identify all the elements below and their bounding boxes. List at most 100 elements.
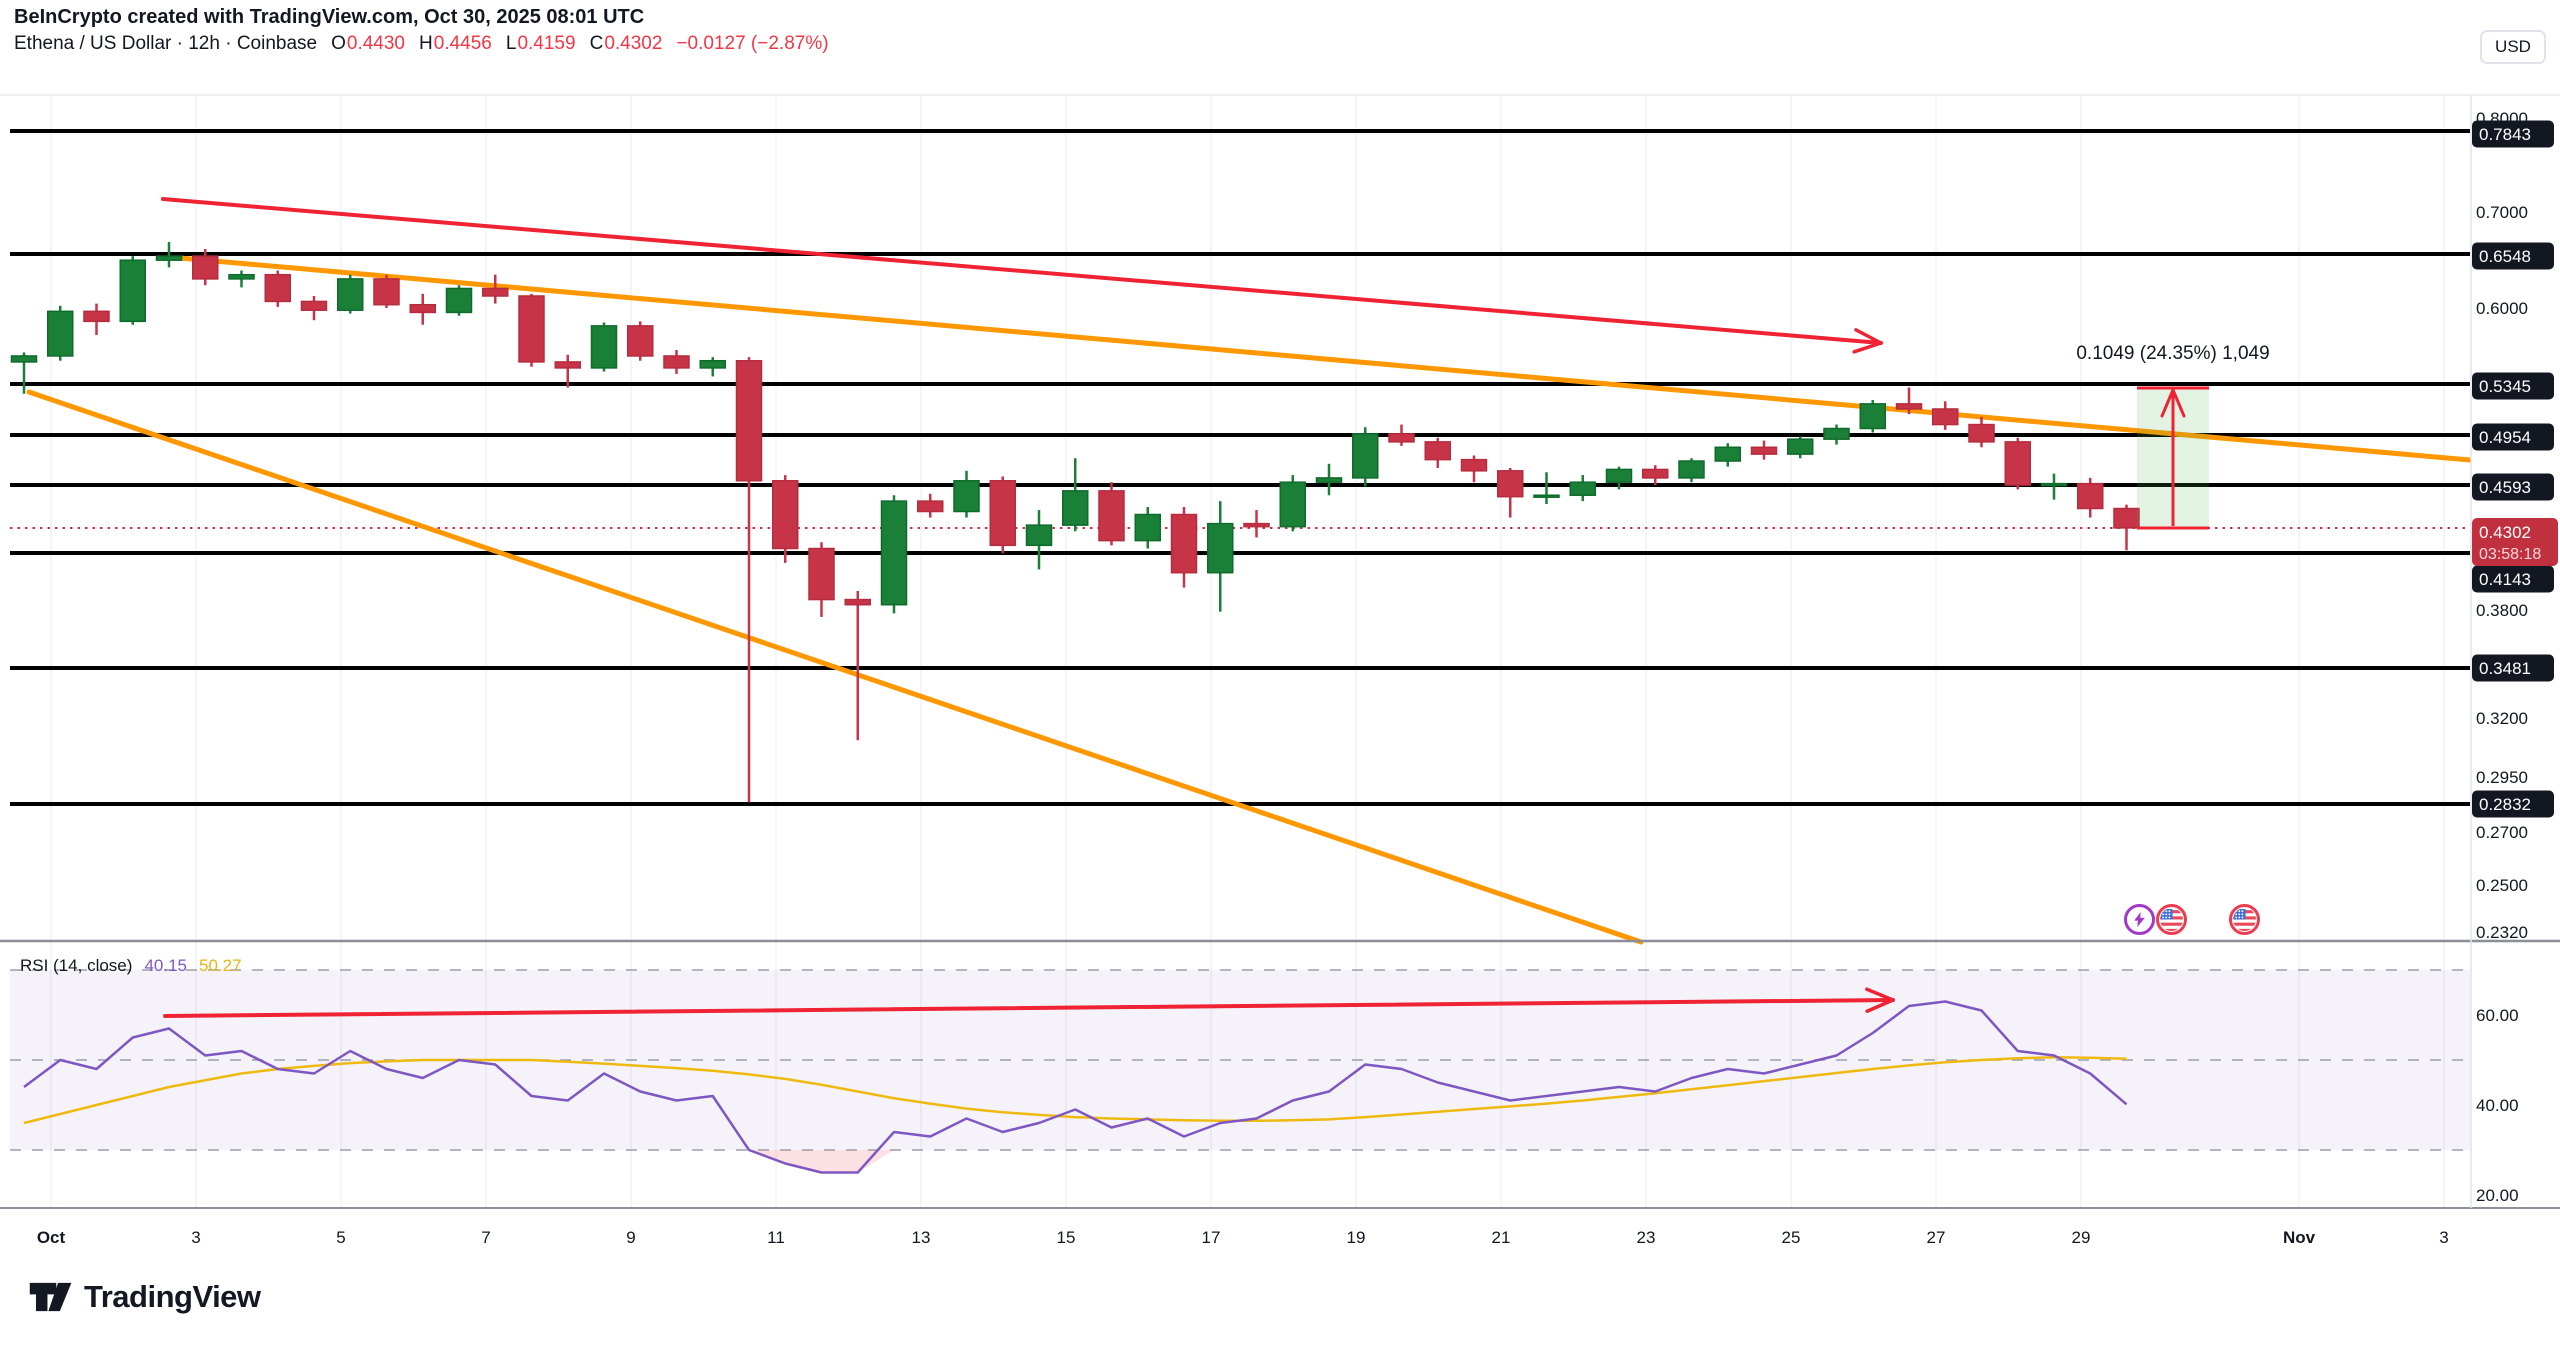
candle-body: [554, 361, 581, 369]
candle-body: [1497, 470, 1524, 498]
price-level-badge: [2472, 242, 2554, 270]
candle-body: [1714, 446, 1741, 462]
candle-body: [1315, 477, 1343, 483]
candle-body: [989, 480, 1016, 547]
time-axis-label-Oct[interactable]: Oct: [37, 1228, 66, 1247]
event-marker-lightning-icon[interactable]: [2124, 904, 2155, 935]
price-level-badge-text: 0.3481: [2479, 659, 2531, 678]
time-axis-label-13[interactable]: 13: [912, 1228, 931, 1247]
candle-body: [300, 300, 328, 311]
candle-body: [373, 278, 400, 306]
time-axis-label-27[interactable]: 27: [1927, 1228, 1946, 1247]
time-axis-label-7[interactable]: 7: [481, 1228, 490, 1247]
time-axis-label-23[interactable]: 23: [1637, 1228, 1656, 1247]
candle-body: [1968, 423, 1995, 443]
event-marker-us-flag-icon[interactable]: [2229, 904, 2260, 935]
candle-body: [1605, 468, 1633, 483]
price-level-badge: [2472, 423, 2554, 451]
candle-body: [1062, 490, 1089, 526]
time-axis-label-15[interactable]: 15: [1057, 1228, 1076, 1247]
price-level-badge: [2472, 372, 2554, 400]
orange-lower-trendline[interactable]: [26, 389, 1644, 945]
us-flag-icon: [2160, 908, 2183, 931]
time-axis-label-19[interactable]: 19: [1347, 1228, 1366, 1247]
price-axis-label-0.2700: 0.2700: [2476, 823, 2528, 842]
price-axis-label-0.2320: 0.2320: [2476, 923, 2528, 942]
time-axis-label-9[interactable]: 9: [626, 1228, 635, 1247]
candle-body: [1424, 441, 1451, 461]
candle-body: [228, 273, 255, 280]
measure-annotation-label: 0.1049 (24.35%) 1,049: [2076, 343, 2270, 364]
arrowhead: [1852, 328, 1883, 354]
rsi-legend-title[interactable]: RSI (14, close): [20, 956, 133, 975]
symbol-title[interactable]: Ethena / US Dollar · 12h · Coinbase: [14, 33, 318, 54]
price-level-badge-text: 0.4143: [2479, 570, 2531, 589]
ohlc-close: C 0.4302: [589, 33, 663, 54]
rsi-line: [23, 1000, 2128, 1174]
price-level-badge-text: 0.4954: [2479, 428, 2531, 447]
time-axis-label-Nov[interactable]: Nov: [2283, 1228, 2316, 1247]
tradingview-logo-icon: [29, 1282, 72, 1312]
orange-upper-trendline[interactable]: [177, 255, 2473, 463]
time-axis-label-25[interactable]: 25: [1782, 1228, 1801, 1247]
price-axis-background[interactable]: [2471, 95, 2560, 1208]
candle-body: [1823, 427, 1850, 440]
candle-body: [337, 278, 364, 311]
candle-body: [518, 295, 545, 363]
event-marker-us-flag-icon[interactable]: [2156, 904, 2187, 935]
rsi-ascending-arrow[interactable]: [163, 998, 1895, 1018]
time-axis-label-29[interactable]: 29: [2072, 1228, 2091, 1247]
time-axis-label-5[interactable]: 5: [336, 1228, 345, 1247]
candle-body: [1533, 494, 1560, 498]
price-axis-label-0.6000: 0.6000: [2476, 299, 2528, 318]
arrowhead: [1865, 987, 1895, 1013]
candle-body: [844, 598, 871, 606]
candle-body: [808, 547, 835, 601]
rsi-indicator-legend: RSI (14, close) 40.15 50.27: [20, 956, 242, 976]
price-axis-label-40.00: 40.00: [2476, 1096, 2519, 1115]
time-axis-label-17[interactable]: 17: [1202, 1228, 1221, 1247]
price-level-badge: [2472, 565, 2554, 593]
time-axis-label-3[interactable]: 3: [2439, 1228, 2448, 1247]
candle-body: [1025, 524, 1053, 547]
candle-body: [2040, 482, 2068, 487]
price-level-badge-text: 0.7843: [2479, 125, 2531, 144]
price-level-badge-text: 0.4593: [2479, 478, 2531, 497]
candle-body: [1750, 446, 1778, 455]
price-level-badge-text: 0.5345: [2479, 377, 2531, 396]
price-axis-label-0.2950: 0.2950: [2476, 768, 2528, 787]
time-axis-label-11[interactable]: 11: [767, 1228, 785, 1247]
candle-body: [1279, 481, 1306, 528]
candle-body: [2077, 482, 2104, 510]
candle-body: [953, 480, 980, 513]
candle-body: [1207, 522, 1234, 574]
price-axis-label-0.2500: 0.2500: [2476, 876, 2528, 895]
candle-body: [264, 273, 291, 303]
ohlc-low: L 0.4159: [505, 33, 576, 54]
red-descending-trendline[interactable]: [161, 197, 1883, 345]
price-change: −0.0127 (−2.87%): [676, 33, 829, 54]
tradingview-logo[interactable]: TradingView: [28, 1274, 261, 1320]
price-level-badge: [2472, 790, 2554, 818]
candle-body: [1388, 433, 1415, 443]
rsi-current-value: 40.15: [144, 956, 187, 975]
time-axis-label-3[interactable]: 3: [191, 1228, 200, 1247]
candle-body: [47, 310, 74, 357]
candle-body: [409, 303, 436, 314]
candle-body: [917, 500, 944, 513]
candle-body: [1170, 513, 1198, 574]
currency-unit-button[interactable]: USD: [2480, 30, 2546, 64]
us-flag-icon: [2233, 908, 2256, 931]
price-level-badge: [2472, 654, 2554, 682]
candle-body: [1243, 522, 1270, 528]
candle-body: [1678, 460, 1705, 479]
candle-body: [627, 325, 654, 357]
candle-body: [699, 359, 726, 369]
price-level-badge: [2472, 473, 2554, 501]
candle-body: [119, 259, 146, 323]
watermark-attribution: BeInCrypto created with TradingView.com,…: [14, 6, 645, 28]
candle-body: [1642, 468, 1669, 479]
time-axis-label-21[interactable]: 21: [1492, 1228, 1511, 1247]
candle-body: [192, 255, 219, 280]
